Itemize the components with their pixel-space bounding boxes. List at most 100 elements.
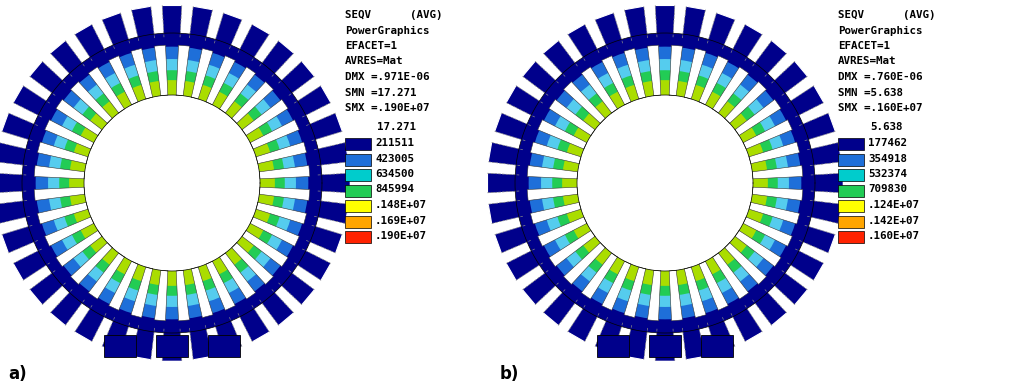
Circle shape (22, 33, 322, 333)
Polygon shape (206, 261, 236, 310)
Bar (597, 335, 629, 357)
Polygon shape (242, 99, 288, 136)
Polygon shape (602, 261, 631, 310)
Polygon shape (807, 200, 842, 224)
Polygon shape (669, 270, 683, 321)
Text: 845994: 845994 (375, 184, 414, 194)
Polygon shape (314, 142, 349, 166)
Polygon shape (708, 317, 735, 353)
Polygon shape (131, 6, 155, 41)
Text: .190E+07: .190E+07 (375, 231, 427, 241)
Bar (345, 216, 371, 227)
Polygon shape (0, 200, 30, 224)
Polygon shape (231, 243, 273, 284)
Polygon shape (549, 99, 595, 136)
Polygon shape (45, 120, 94, 149)
Bar (838, 200, 864, 212)
Polygon shape (699, 56, 728, 105)
Polygon shape (699, 261, 728, 310)
Polygon shape (2, 113, 38, 141)
Polygon shape (2, 225, 38, 253)
Text: AVRES=Mat: AVRES=Mat (345, 56, 403, 67)
Polygon shape (563, 243, 605, 284)
Polygon shape (38, 142, 88, 164)
Polygon shape (259, 187, 310, 200)
Polygon shape (75, 305, 106, 342)
Polygon shape (682, 325, 706, 360)
Text: SMN =17.271: SMN =17.271 (345, 88, 417, 98)
Polygon shape (624, 48, 646, 99)
Text: SEQV      (AVG): SEQV (AVG) (838, 10, 936, 20)
Polygon shape (549, 231, 595, 267)
Polygon shape (38, 202, 88, 224)
Polygon shape (625, 325, 647, 360)
Polygon shape (259, 290, 294, 325)
Polygon shape (488, 200, 523, 224)
Polygon shape (50, 40, 84, 77)
Text: 532374: 532374 (868, 169, 907, 179)
Polygon shape (45, 217, 94, 246)
Circle shape (70, 80, 274, 286)
Bar (345, 231, 371, 243)
Polygon shape (162, 329, 182, 361)
Polygon shape (71, 243, 113, 284)
Text: PowerGraphics: PowerGraphics (345, 26, 429, 35)
Polygon shape (131, 325, 155, 360)
Text: .169E+07: .169E+07 (375, 216, 427, 226)
Bar (156, 335, 188, 357)
Polygon shape (30, 61, 66, 96)
Polygon shape (684, 48, 706, 99)
Circle shape (562, 80, 768, 286)
Polygon shape (250, 120, 299, 149)
Polygon shape (725, 243, 766, 284)
Text: 177462: 177462 (868, 138, 907, 148)
Polygon shape (713, 67, 749, 113)
Polygon shape (71, 82, 113, 123)
Polygon shape (219, 67, 256, 113)
Polygon shape (191, 48, 213, 99)
Polygon shape (294, 86, 331, 117)
Polygon shape (242, 231, 288, 267)
Polygon shape (655, 329, 675, 361)
Polygon shape (189, 6, 213, 41)
Polygon shape (279, 61, 314, 96)
Circle shape (541, 59, 788, 307)
Polygon shape (582, 67, 617, 113)
Polygon shape (655, 5, 675, 37)
Polygon shape (176, 45, 189, 96)
Polygon shape (495, 225, 530, 253)
Polygon shape (30, 271, 66, 305)
Polygon shape (13, 86, 50, 117)
Polygon shape (787, 86, 824, 117)
Circle shape (36, 46, 308, 319)
Polygon shape (530, 142, 581, 164)
Polygon shape (563, 82, 605, 123)
Text: DMX =.971E-06: DMX =.971E-06 (345, 72, 429, 82)
Polygon shape (259, 165, 310, 179)
Polygon shape (800, 225, 836, 253)
Polygon shape (567, 24, 599, 61)
Bar (838, 169, 864, 181)
Polygon shape (189, 325, 213, 360)
Text: 211511: 211511 (375, 138, 414, 148)
Polygon shape (749, 202, 800, 224)
Circle shape (528, 46, 802, 319)
Polygon shape (669, 45, 683, 96)
Polygon shape (34, 165, 85, 179)
Text: .124E+07: .124E+07 (868, 200, 920, 210)
Polygon shape (527, 165, 578, 179)
Polygon shape (771, 61, 808, 96)
Bar (838, 216, 864, 227)
Polygon shape (176, 270, 189, 321)
Text: b): b) (500, 365, 519, 381)
Polygon shape (294, 249, 331, 280)
Polygon shape (682, 6, 706, 41)
Polygon shape (753, 165, 803, 179)
Polygon shape (306, 225, 342, 253)
Bar (838, 138, 864, 150)
Circle shape (48, 59, 296, 307)
Polygon shape (109, 56, 138, 105)
Polygon shape (279, 271, 314, 305)
Polygon shape (811, 173, 843, 193)
Bar (838, 231, 864, 243)
